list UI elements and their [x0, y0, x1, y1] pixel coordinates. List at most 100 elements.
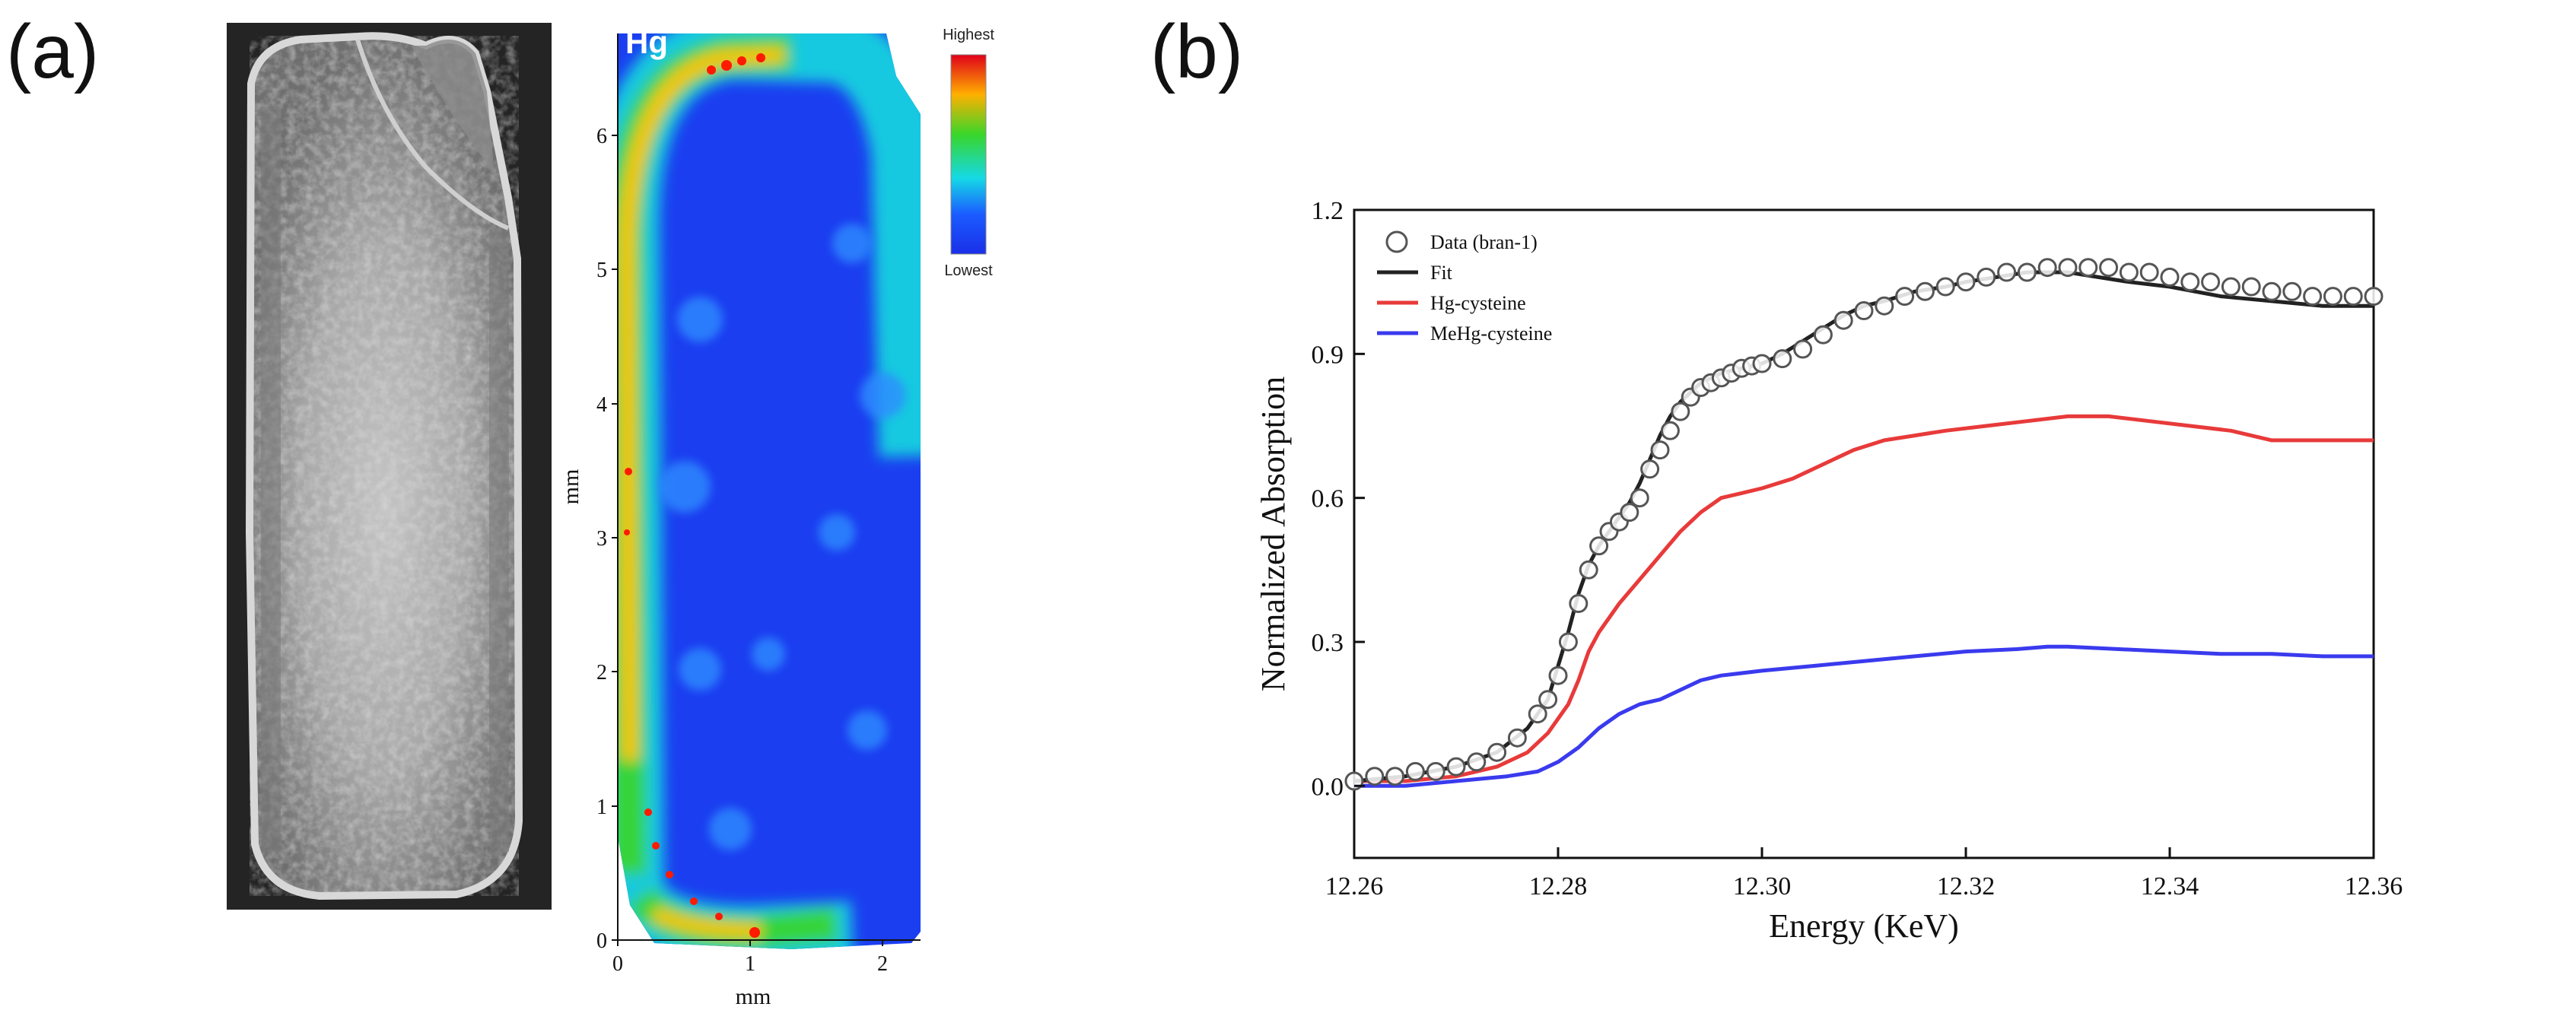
x-tick-label-3: 12.32 [1937, 872, 1996, 901]
heatmap-xtick-0: 0 [612, 952, 623, 976]
legend-marker [1385, 230, 1408, 253]
chart-legend: Data (bran-1) Fit Hg-cysteine MeHg-cysteine [1377, 230, 1552, 345]
heatmap-ylabel: mm [558, 469, 584, 505]
data-point [1630, 488, 1649, 508]
heatmap-ytick-5: 5 [596, 259, 607, 282]
panel-b-label: (b) [1150, 9, 1244, 94]
heatmap-axes: 0 1 2 3 4 5 6 0 1 2 mm mm [558, 33, 921, 1009]
data-point [2119, 262, 2139, 282]
legend-label-3: MeHg-cysteine [1430, 322, 1552, 345]
data-point [1385, 767, 1405, 786]
data-point [1579, 560, 1598, 580]
legend-label-0: Data (bran-1) [1430, 231, 1538, 253]
chart-xlabel: Energy (KeV) [1769, 907, 1959, 945]
data-point [1650, 440, 1670, 460]
data-point [1854, 301, 1874, 320]
plot-frame [1353, 208, 2375, 859]
y-tick-label-1: 0.3 [1312, 629, 1344, 657]
data-point [2262, 281, 2282, 301]
data-point [1640, 459, 1660, 479]
data-point [1487, 742, 1507, 762]
series-line-fit [1353, 270, 2374, 783]
data-point [2343, 287, 2363, 307]
hg-heatmap: Hg [618, 23, 921, 949]
colorbar-low-label: Lowest [944, 262, 993, 279]
data-point [1620, 503, 1639, 523]
data-point [1507, 728, 1527, 748]
panel-a-label: (a) [6, 9, 100, 94]
legend-label-1: Fit [1430, 262, 1453, 284]
data-point [1997, 262, 2017, 282]
series-line-hg-cysteine [1354, 414, 2374, 783]
data-point [1660, 421, 1680, 440]
heatmap-xlabel: mm [736, 984, 771, 1009]
heatmap-xtick-1: 1 [745, 952, 755, 976]
data-point [2017, 262, 2037, 282]
data-point [1446, 757, 1466, 777]
data-point [2180, 272, 2200, 292]
data-point [1569, 594, 1589, 613]
legend-label-2: Hg-cysteine [1430, 292, 1526, 314]
data-point [1875, 296, 1894, 316]
data-point [2201, 272, 2221, 292]
heatmap-ytick-0: 0 [596, 929, 607, 953]
data-point [1833, 310, 1853, 330]
data-point [2303, 287, 2323, 307]
data-point [2139, 262, 2159, 282]
data-point [2037, 258, 2057, 278]
data-point [1671, 402, 1690, 421]
x-tick-label-2: 12.30 [1733, 872, 1792, 901]
heatmap-ytick-6: 6 [596, 125, 607, 148]
data-point [1405, 761, 1425, 781]
data-point [1365, 767, 1385, 786]
data-point [1528, 704, 1547, 724]
data-point [2323, 287, 2342, 307]
data-point [1589, 536, 1609, 556]
data-point [2221, 277, 2240, 297]
x-tick-label-5: 12.36 [2345, 872, 2403, 901]
y-tick-label-2: 0.6 [1312, 485, 1344, 513]
colorbar-high-label: Highest [943, 27, 994, 43]
data-point [1558, 632, 1578, 652]
colorbar: Highest Lowest [943, 27, 994, 279]
data-point [2282, 281, 2302, 301]
data-point [2241, 277, 2261, 297]
y-tick-label-0: 0.0 [1312, 773, 1344, 801]
series-line-mehg-cysteine [1354, 644, 2374, 788]
data-point [1426, 761, 1445, 781]
x-tick-label-1: 12.28 [1529, 872, 1588, 901]
data-point [2160, 267, 2180, 287]
data-point [1915, 281, 1935, 301]
heatmap-ytick-2: 2 [596, 661, 607, 685]
data-point [1813, 325, 1833, 345]
heatmap-ytick-1: 1 [596, 796, 607, 819]
y-tick-label-3: 0.9 [1312, 341, 1344, 369]
y-tick-label-4: 1.2 [1312, 197, 1344, 225]
data-point [2364, 287, 2384, 307]
heatmap-ytick-4: 4 [596, 393, 607, 417]
heatmap-y-ticks: 0 1 2 3 4 5 6 [596, 125, 618, 953]
data-point [1935, 277, 1955, 297]
x-tick-label-4: 12.34 [2141, 872, 2199, 901]
hotspots [624, 53, 765, 938]
chart-ylabel: Normalized Absorption [1255, 376, 1292, 691]
heatmap-x-ticks: 0 1 2 [612, 940, 888, 976]
heatmap-ytick-3: 3 [596, 527, 607, 551]
data-point [1548, 665, 1568, 685]
data-point [1538, 690, 1558, 710]
data-point [1895, 287, 1915, 307]
data-point [1773, 349, 1792, 369]
data-point [1793, 339, 1813, 359]
data-point [1977, 267, 1996, 287]
hg-element-label: Hg [625, 24, 668, 60]
data-point [2078, 258, 2098, 278]
data-point [1956, 272, 1976, 292]
data-point [1467, 752, 1487, 772]
data-point [2058, 258, 2078, 278]
xanes-chart: 12.26 12.28 12.30 12.32 12.34 12.36 0.0 0.3 0.6 0… [1255, 197, 2403, 945]
heatmap-xtick-2: 2 [877, 952, 888, 976]
data-point [1752, 354, 1772, 373]
data-point [2099, 258, 2119, 278]
seed-micrograph [227, 23, 552, 910]
